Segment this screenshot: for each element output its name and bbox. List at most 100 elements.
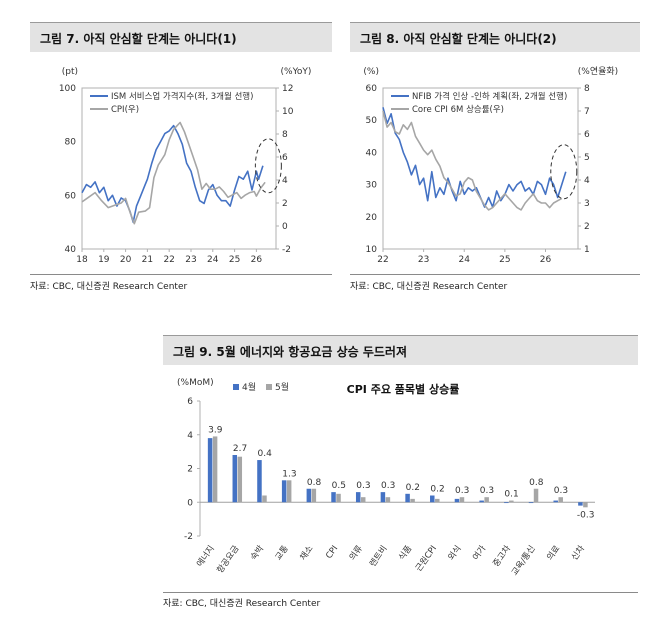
fig8-y-right-tick: 6 (584, 130, 590, 140)
fig9-bar-2 (435, 498, 440, 503)
fig7-x-tick: 22 (163, 255, 174, 265)
fig7-y-right-tick: -2 (282, 245, 291, 255)
fig9-bar-2 (262, 495, 267, 503)
fig9-bar-1 (232, 455, 238, 503)
fig9-category-label: 렌트비 (367, 543, 389, 569)
fig7-legend-label-2: CPI(우) (111, 105, 139, 115)
fig9-bar-2 (385, 497, 391, 503)
fig8-x-tick: 22 (377, 255, 388, 265)
fig7-plot-frame (81, 87, 277, 250)
fig8-right-unit: (%연율화) (578, 66, 618, 77)
fig9-bar-2 (286, 480, 292, 503)
fig9-category-label: CPI (324, 544, 340, 561)
fig9-category-label: 여가 (470, 543, 488, 562)
fig9-category-label: 식품 (397, 544, 414, 563)
fig9-data-label: 0.3 (554, 486, 568, 496)
figure-9-chart: CPI 주요 품목별 상승률 (%MoM) -2 0 2 4 6 3.9 에너지 2.7 항공요금 0… (177, 378, 595, 578)
fig8-y-left-tick: 10 (366, 245, 378, 255)
fig9-chart-title: CPI 주요 품목별 상승률 (347, 382, 460, 396)
fig7-x-tick: 25 (229, 255, 240, 265)
figure-7-panel: 그림 7. 아직 안심할 단계는 아니다(1) (pt) (%YoY) 40 60 80… (30, 22, 332, 294)
figure-9-title-bar: 그림 9. 5월 에너지와 항공요금 상승 두드러져 (163, 335, 638, 365)
fig9-category-label: 근원CPI (414, 544, 439, 574)
fig9-y-tick: 0 (187, 498, 193, 508)
fig9-data-label: 0.2 (406, 483, 420, 493)
fig8-y-right-tick: 5 (584, 153, 590, 163)
fig9-y-tick: 6 (187, 397, 193, 407)
fig7-y-left-tick: 40 (65, 245, 77, 255)
fig7-y-left-tick: 80 (65, 138, 77, 148)
fig9-bar-1 (479, 500, 484, 503)
fig9-category-label: 숙박 (248, 543, 266, 562)
figure-8-bottom-rule (350, 274, 640, 275)
fig8-x-tick: 25 (499, 255, 510, 265)
fig9-data-label: 0.2 (430, 485, 444, 495)
fig9-legend-swatch-2 (266, 384, 272, 390)
fig9-data-label: 3.9 (208, 425, 223, 435)
fig7-legend-label-1: ISM 서비스업 가격지수(좌, 3개월 선행) (111, 91, 253, 102)
fig7-series-2-line (81, 121, 266, 225)
fig7-x-tick: 19 (98, 255, 110, 265)
fig7-series-1-line (81, 124, 264, 223)
fig9-data-label: 0.5 (332, 481, 346, 491)
fig8-y-left-tick: 40 (366, 148, 378, 158)
figure-7-bottom-rule (30, 274, 332, 275)
fig8-legend-label-2: Core CPI 6M 상승률(우) (412, 104, 504, 115)
fig9-bar-2 (410, 498, 415, 503)
fig7-right-unit: (%YoY) (281, 67, 312, 77)
fig9-bar-1 (306, 488, 312, 503)
fig9-bar-1 (405, 493, 410, 503)
fig8-y-right-tick: 2 (584, 222, 590, 232)
fig7-y-left-tick: 100 (59, 84, 76, 94)
fig9-bar-1 (430, 495, 435, 503)
fig9-bar-1 (528, 502, 534, 504)
fig9-bar-1 (578, 502, 583, 506)
fig9-bar-1 (553, 500, 558, 503)
fig9-category-label: 외식 (446, 543, 464, 562)
fig9-data-label: 1.3 (282, 469, 296, 479)
fig9-bar-1 (257, 460, 262, 503)
fig9-category-label: 교육/통신 (510, 544, 538, 578)
fig9-legend-label-2: 5월 (275, 381, 289, 393)
figure-7-title: 그림 7. 아직 안심할 단계는 아니다(1) (40, 32, 237, 46)
fig9-bar-2 (360, 497, 366, 503)
fig9-legend-label-1: 4월 (242, 381, 256, 393)
fig7-left-unit: (pt) (62, 67, 78, 77)
fig9-category-label: 채소 (298, 543, 316, 562)
fig9-bar-1 (504, 502, 509, 504)
fig7-y-right-tick: 4 (282, 176, 288, 186)
figure-8-source: 자료: CBC, 대신증권 Research Center (350, 282, 508, 292)
fig9-data-label: 0.1 (504, 490, 518, 500)
fig9-data-label: 2.7 (233, 444, 247, 454)
figure-9-source: 자료: CBC, 대신증권 Research Center (163, 599, 321, 609)
fig9-bar-2 (212, 436, 218, 503)
figure-9-bottom-rule (163, 592, 638, 593)
fig9-bar-2 (558, 497, 563, 503)
fig9-bar-2 (533, 488, 539, 503)
fig9-data-label: -0.3 (577, 510, 595, 520)
fig9-legend-swatch-1 (233, 384, 239, 390)
fig9-bar-1 (281, 480, 287, 503)
fig9-bar-2 (237, 456, 243, 503)
fig9-category-label: 항공요금 (215, 544, 241, 576)
fig8-left-unit: (%) (363, 67, 379, 77)
fig8-highlight-ellipse (550, 144, 578, 200)
fig9-bar-1 (207, 438, 213, 503)
fig7-highlight-ellipse (254, 138, 282, 194)
fig9-bar-1 (380, 492, 386, 503)
fig7-x-tick: 21 (142, 255, 153, 265)
fig8-y-left-tick: 20 (366, 213, 378, 223)
fig9-category-label: 에너지 (194, 543, 216, 569)
figure-9-panel: 그림 9. 5월 에너지와 항공요금 상승 두드러져 CPI 주요 품목별 상승… (163, 335, 638, 610)
fig8-y-right-tick: 8 (584, 84, 590, 94)
fig9-bar-2 (509, 500, 514, 503)
fig9-data-label: 0.3 (381, 481, 395, 491)
fig7-x-tick: 24 (207, 255, 219, 265)
fig8-legend-label-1: NFIB 가격 인상 -인하 계획(좌, 2개월 선행) (412, 91, 567, 102)
figure-8-title: 그림 8. 아직 안심할 단계는 아니다(2) (360, 32, 557, 46)
fig9-data-label: 0.4 (258, 449, 273, 459)
fig8-y-left-tick: 30 (366, 181, 378, 191)
fig9-bar-2 (311, 488, 317, 503)
